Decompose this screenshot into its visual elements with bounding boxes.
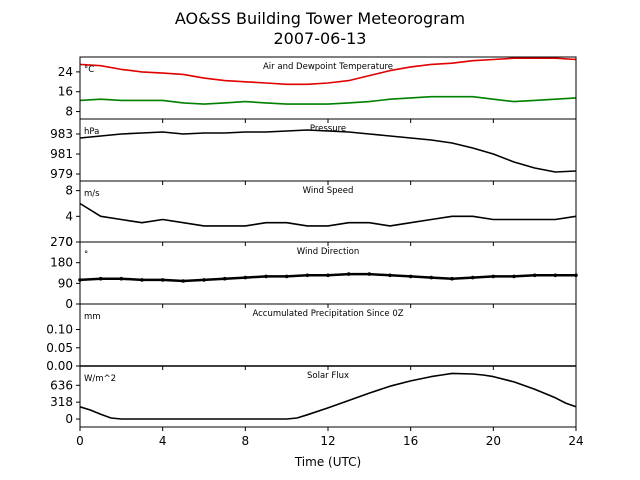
y-tick-label: 979: [50, 167, 73, 181]
series-line-1: [79, 129, 577, 173]
y-tick-label: 981: [50, 147, 73, 161]
y-tick-label: 0.10: [46, 323, 73, 337]
x-tick-label: 0: [76, 434, 84, 448]
figure-title-line1: AO&SS Building Tower Meteorogram: [175, 9, 465, 28]
panel-title: Wind Direction: [297, 247, 359, 257]
x-tick-label: 16: [403, 434, 418, 448]
panel-title: Pressure: [310, 124, 346, 134]
x-tick-label: 8: [242, 434, 250, 448]
series-line-2: [79, 95, 577, 105]
y-tick-label: 180: [50, 256, 73, 270]
panel-3: 0 4 8 Wind Speed m/s: [65, 180, 577, 249]
panel-unit-label: hPa: [84, 127, 99, 137]
y-tick-label: 8: [65, 105, 73, 119]
y-tick-label: 16: [58, 85, 73, 99]
x-tick-label: 20: [486, 434, 501, 448]
y-tick-label: 318: [50, 395, 73, 409]
x-tick-label: 24: [568, 434, 583, 448]
y-tick-label: 636: [50, 378, 73, 392]
panel-unit-label: mm: [84, 312, 101, 322]
figure-title-line2: 2007-06-13: [274, 29, 367, 48]
y-tick-label: 24: [58, 65, 73, 79]
x-axis: 0 4 8 12 16 20 24: [76, 434, 583, 448]
panel-title: Wind Speed: [303, 186, 354, 196]
panels-group: 8 16 24 Air and Dewpoint Temperature °C 979 98…: [46, 56, 578, 431]
series-line-1: [79, 202, 577, 227]
x-tick-label: 12: [320, 434, 335, 448]
y-tick-label: 0.05: [46, 341, 73, 355]
series-line-1: [79, 57, 577, 86]
panel-unit-label: °: [84, 250, 88, 260]
series-line-1: [79, 372, 577, 420]
panel-unit-label: m/s: [84, 189, 100, 199]
y-tick-label: 8: [65, 184, 73, 198]
panel-title: Solar Flux: [307, 371, 349, 381]
y-tick-label: 4: [65, 209, 73, 223]
panel-6: 0 318 636 Solar Flux W/m^2: [50, 365, 577, 431]
y-tick-label: 0: [65, 235, 73, 249]
panel-2: 979 981 983 Pressure hPa: [50, 118, 577, 185]
y-tick-label: 0: [65, 297, 73, 311]
y-tick-label: 983: [50, 127, 73, 141]
panel-title: Air and Dewpoint Temperature: [263, 62, 393, 72]
y-tick-label: 0.00: [46, 359, 73, 373]
series-line: [79, 272, 576, 283]
panel-unit-label: °C: [84, 65, 94, 75]
panel-5: 0.00 0.05 0.10 Accumulated Precipitation Si…: [46, 303, 577, 373]
y-tick-label: 90: [58, 276, 73, 290]
y-tick-label: 270: [50, 235, 73, 249]
x-axis-label: Time (UTC): [294, 455, 361, 469]
panel-4: 0 90 180 270 Wind Direction °: [50, 235, 578, 311]
y-tick-label: 0: [65, 412, 73, 426]
panel-unit-label: W/m^2: [84, 374, 116, 384]
x-tick-label: 4: [159, 434, 167, 448]
panel-1: 8 16 24 Air and Dewpoint Temperature °C: [58, 56, 577, 123]
panel-title: Accumulated Precipitation Since 0Z: [252, 309, 403, 319]
